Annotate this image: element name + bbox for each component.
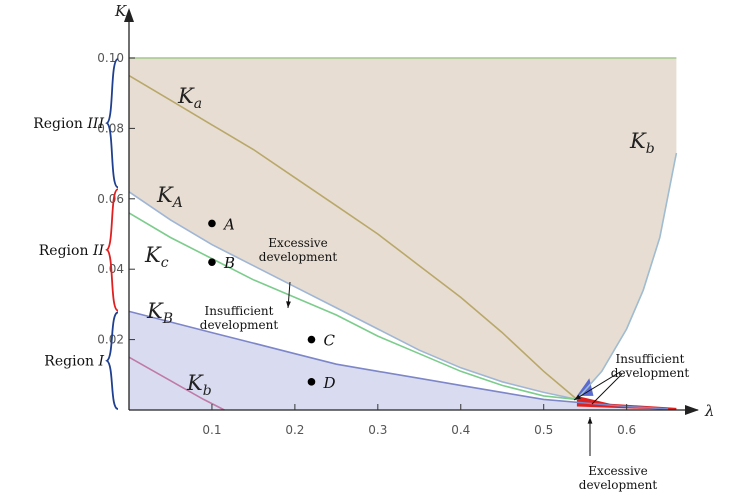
point-a bbox=[208, 219, 216, 228]
annotation-arrowhead bbox=[587, 417, 593, 424]
annotation-arrowhead bbox=[286, 301, 291, 308]
annotation-1-line: development bbox=[259, 250, 338, 264]
curve-label-subscript: a bbox=[194, 96, 202, 112]
point-label-c: C bbox=[323, 332, 335, 350]
y-tick-label: 0.06 bbox=[97, 192, 124, 206]
region-roman: III bbox=[86, 116, 104, 132]
curve-ka bbox=[128, 74, 578, 401]
point-label-a: A bbox=[222, 215, 235, 233]
region-brace-iii bbox=[105, 58, 119, 189]
curve-label-kc: Kc bbox=[144, 243, 169, 271]
annotation-1-line: Excessive bbox=[268, 236, 327, 250]
curve-label-subscript: b bbox=[203, 383, 212, 399]
x-tick-label: 0.3 bbox=[368, 423, 387, 437]
region-upper bbox=[129, 58, 677, 400]
region-excessive-red bbox=[576, 395, 677, 410]
region-roman: II bbox=[92, 243, 105, 259]
point-b bbox=[208, 258, 216, 266]
point-label-d: D bbox=[322, 374, 335, 392]
annotation-arrowhead bbox=[574, 394, 581, 400]
curve-kb-upper bbox=[576, 152, 678, 400]
x-tick-label: 0.2 bbox=[285, 423, 304, 437]
curve-label-subscript: A bbox=[171, 195, 183, 211]
curve-kc bbox=[128, 212, 577, 401]
y-axis-arrow bbox=[124, 8, 134, 22]
chart-curves bbox=[128, 57, 678, 411]
curve-kb bbox=[128, 310, 669, 410]
curve-label-subscript: c bbox=[161, 255, 169, 271]
x-axis-label: λ bbox=[704, 402, 715, 420]
annotation-2-line: development bbox=[200, 318, 279, 332]
annotation-4-line: development bbox=[579, 478, 658, 492]
region-label-iii: Region III bbox=[33, 116, 104, 132]
curve-label-subscript: B bbox=[162, 311, 173, 327]
y-axis-label: K bbox=[114, 2, 127, 20]
region-label-i: Region I bbox=[44, 354, 104, 370]
y-tick-label: 0.10 bbox=[97, 51, 124, 65]
annotation-arrow bbox=[573, 371, 621, 401]
point-d bbox=[307, 378, 316, 386]
chart-points: A B C D bbox=[208, 215, 336, 392]
x-tick-label: 0.4 bbox=[451, 423, 470, 437]
region-roman: I bbox=[97, 354, 104, 370]
region-lower bbox=[129, 311, 669, 410]
annotation-2-line: Insufficient bbox=[205, 304, 274, 318]
curve-ka bbox=[128, 191, 578, 401]
y-tick-label: 0.02 bbox=[97, 333, 124, 347]
annotation-4-line: Excessive bbox=[588, 464, 647, 478]
region-label-ii: Region II bbox=[39, 243, 105, 259]
x-axis-arrow bbox=[685, 405, 699, 415]
annotation-3-line: Insufficient bbox=[616, 352, 685, 366]
region-brace-ii bbox=[105, 188, 119, 312]
chart-axes: Kλ0.1 0.2 0.3 0.4 0.5 0.60.020.040.060.080.10 bbox=[97, 2, 714, 437]
chart-regions bbox=[129, 58, 677, 410]
annotation-3-line: development bbox=[611, 366, 690, 380]
y-tick-label: 0.08 bbox=[97, 121, 124, 135]
region-insufficient-sliver bbox=[576, 378, 594, 396]
x-tick-label: 0.1 bbox=[202, 423, 221, 437]
region-brace-i bbox=[105, 311, 119, 410]
curve-label-subscript: b bbox=[646, 141, 655, 157]
annotation-arrow bbox=[591, 373, 623, 405]
point-c bbox=[307, 335, 316, 344]
x-tick-label: 0.6 bbox=[617, 423, 636, 437]
curve-label-kb: KB bbox=[146, 299, 173, 327]
point-label-b: B bbox=[223, 254, 235, 272]
curve-kb-lower bbox=[128, 356, 225, 411]
x-tick-label: 0.5 bbox=[534, 423, 553, 437]
